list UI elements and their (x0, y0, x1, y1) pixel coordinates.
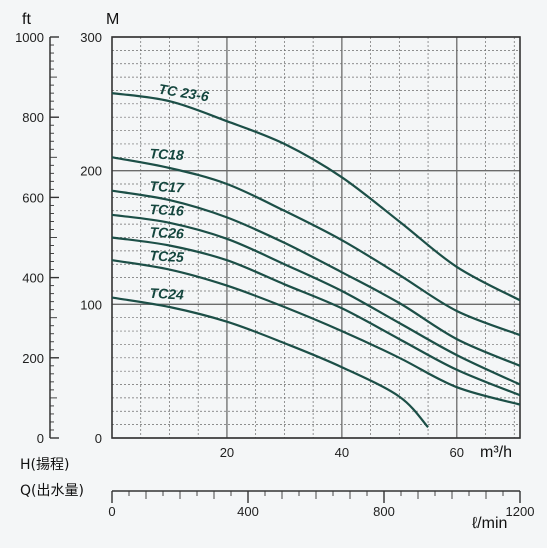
flow-tick-label: 800 (373, 504, 395, 519)
y-tick-label-ft: 800 (22, 110, 44, 125)
y-tick-label-m: 200 (80, 164, 102, 179)
flow-unit-label: ℓ/min (472, 515, 507, 532)
series-label: TC17 (149, 178, 185, 196)
curve-labels: TC 23-6 TC18 TC17 TC16 TC26 TC25 TC24 (149, 81, 210, 303)
y-tick-label-ft: 400 (22, 271, 44, 286)
flow-ticks: 0 400 800 1200 (108, 491, 534, 519)
series-label: TC18 (149, 145, 184, 163)
x-tick-label: 20 (220, 445, 234, 460)
y-tick-label-ft: 0 (37, 431, 44, 446)
x-tick-label: 60 (450, 445, 464, 460)
head-label: H(揚程) (20, 456, 69, 473)
series-label: TC26 (149, 224, 184, 242)
y-ticks-ft: 0 200 400 600 800 1000 (15, 30, 59, 446)
y-tick-label-m: 300 (80, 30, 102, 45)
series-label: TC24 (149, 285, 184, 303)
x-ticks: 20 40 60 (220, 445, 464, 460)
y-tick-label-ft: 600 (22, 190, 44, 205)
series-label: TC 23-6 (158, 81, 211, 105)
y-axis-label-ft: ft (22, 11, 31, 28)
series-line (111, 213, 521, 386)
series-line (111, 259, 521, 406)
y-tick-label-ft: 1000 (15, 30, 44, 45)
series-line (111, 189, 521, 367)
flow-tick-label: 0 (108, 504, 115, 519)
flow-label: Q(出水量) (20, 483, 84, 499)
y-tick-label-ft: 200 (22, 351, 44, 366)
y-tick-label-m: 100 (80, 297, 102, 312)
series-label: TC16 (149, 201, 184, 219)
y-tick-label-m: 0 (95, 431, 102, 446)
y-ticks-m: 0 100 200 300 (80, 30, 102, 446)
curves (111, 92, 521, 429)
flow-tick-label: 400 (237, 504, 259, 519)
series-label: TC25 (149, 247, 184, 265)
flow-tick-label: 1200 (506, 504, 535, 519)
x-axis-label: m³/h (480, 444, 512, 461)
series-line (111, 156, 521, 337)
series-line (111, 92, 521, 302)
series-line (111, 236, 521, 397)
y-axis-label-m: M (106, 11, 119, 28)
x-tick-label: 40 (335, 445, 349, 460)
series-line (111, 296, 429, 429)
